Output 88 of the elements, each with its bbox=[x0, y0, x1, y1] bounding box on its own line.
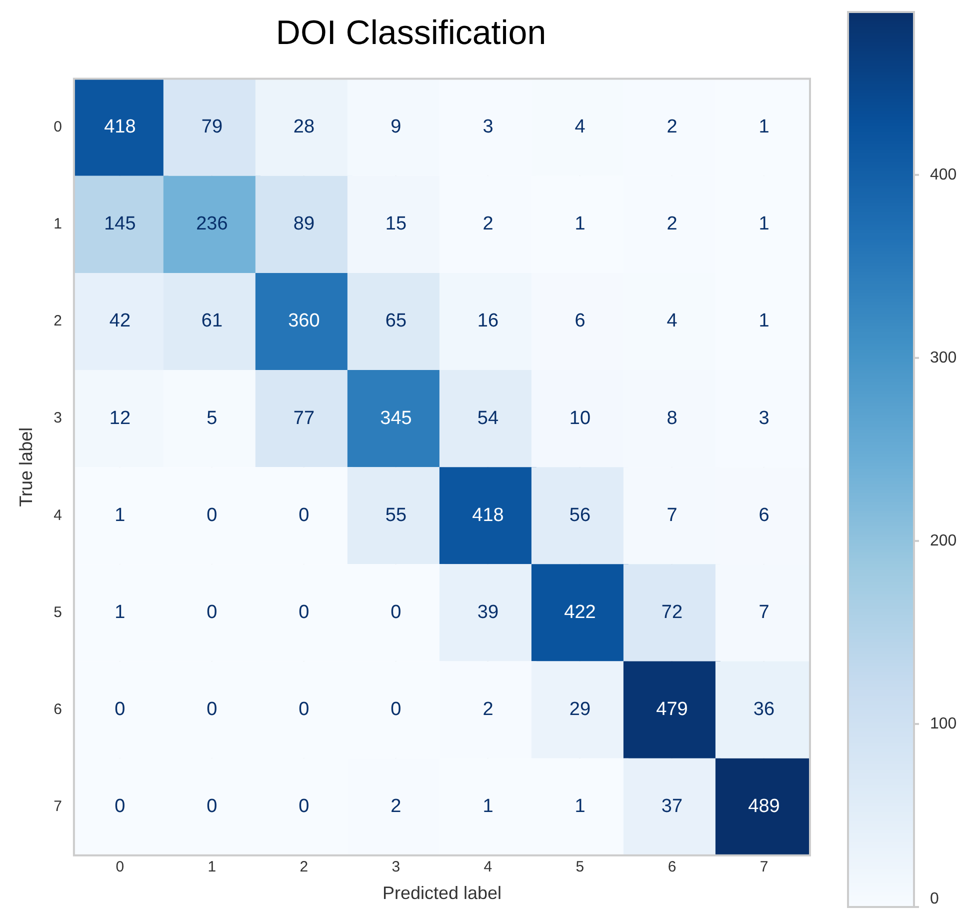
data-label: 2 bbox=[390, 796, 402, 818]
y-tick-label: 0 bbox=[54, 118, 62, 136]
data-label: 54 bbox=[477, 408, 499, 429]
data-label: 0 bbox=[298, 504, 310, 526]
data-label: 236 bbox=[196, 214, 228, 235]
data-label: 0 bbox=[206, 602, 218, 623]
data-label: 28 bbox=[293, 116, 315, 138]
data-label: 345 bbox=[380, 408, 412, 429]
data-label: 1 bbox=[758, 116, 770, 138]
data-label: 77 bbox=[293, 408, 315, 429]
data-label: 1 bbox=[482, 796, 494, 818]
data-label: 1 bbox=[574, 214, 586, 235]
color-bar-label: 0 bbox=[930, 890, 939, 908]
data-label: 5 bbox=[206, 408, 218, 429]
y-axis-title: True label bbox=[16, 427, 36, 507]
data-label: 39 bbox=[477, 602, 499, 623]
data-label: 2 bbox=[666, 116, 678, 138]
color-bar-label: 200 bbox=[930, 532, 957, 550]
y-tick-label: 1 bbox=[54, 216, 62, 233]
data-label: 3 bbox=[482, 116, 494, 138]
data-label: 0 bbox=[114, 796, 126, 818]
x-axis-title: Predicted label bbox=[382, 883, 502, 904]
data-label: 15 bbox=[385, 214, 407, 235]
data-label: 72 bbox=[661, 602, 683, 623]
data-label: 37 bbox=[661, 796, 683, 818]
data-label: 4 bbox=[574, 116, 586, 138]
chart-title: DOI Classification bbox=[276, 14, 546, 52]
data-label: 422 bbox=[564, 602, 596, 623]
data-label: 4 bbox=[666, 310, 678, 332]
data-label: 0 bbox=[298, 602, 310, 623]
data-label: 360 bbox=[288, 310, 320, 332]
color-bar-label: 400 bbox=[930, 166, 957, 184]
data-label: 1 bbox=[758, 214, 770, 235]
data-label: 7 bbox=[758, 602, 770, 623]
x-tick-label: 0 bbox=[116, 858, 124, 876]
data-label: 55 bbox=[385, 504, 407, 526]
y-tick-label: 3 bbox=[54, 410, 62, 427]
data-label: 7 bbox=[666, 504, 678, 526]
x-tick-label: 7 bbox=[760, 858, 768, 876]
data-label: 3 bbox=[758, 408, 770, 429]
data-label: 56 bbox=[569, 504, 591, 526]
data-label: 479 bbox=[656, 699, 688, 720]
y-tick-label: 7 bbox=[54, 798, 62, 816]
y-tick-label: 6 bbox=[54, 700, 62, 718]
data-label: 1 bbox=[758, 310, 770, 332]
x-tick-label: 6 bbox=[668, 858, 676, 876]
x-tick-label: 2 bbox=[300, 858, 308, 876]
data-label: 89 bbox=[293, 214, 315, 235]
x-tick-label: 4 bbox=[484, 858, 492, 876]
y-tick-label: 4 bbox=[54, 506, 62, 524]
data-label: 1 bbox=[114, 602, 126, 623]
data-label: 0 bbox=[206, 699, 218, 720]
data-label: 2 bbox=[666, 214, 678, 235]
data-label: 79 bbox=[201, 116, 223, 138]
data-label: 0 bbox=[390, 699, 402, 720]
data-label: 6 bbox=[574, 310, 586, 332]
data-label: 418 bbox=[472, 504, 504, 526]
data-label: 2 bbox=[482, 214, 494, 235]
data-label: 0 bbox=[206, 504, 218, 526]
data-label: 0 bbox=[298, 796, 310, 818]
x-tick-label: 5 bbox=[576, 858, 584, 876]
data-label: 8 bbox=[666, 408, 678, 429]
data-label: 65 bbox=[385, 310, 407, 332]
data-label: 489 bbox=[748, 796, 780, 818]
data-label: 61 bbox=[201, 310, 223, 332]
data-label: 36 bbox=[753, 699, 775, 720]
data-label: 12 bbox=[109, 408, 131, 429]
data-label: 0 bbox=[206, 796, 218, 818]
data-label: 10 bbox=[569, 408, 591, 429]
data-label: 0 bbox=[298, 699, 310, 720]
data-label: 0 bbox=[114, 699, 126, 720]
data-label: 29 bbox=[569, 699, 591, 720]
x-tick-label: 1 bbox=[208, 858, 216, 876]
data-label: 6 bbox=[758, 504, 770, 526]
color-bar-label: 100 bbox=[930, 715, 957, 732]
y-tick-label: 5 bbox=[54, 604, 62, 621]
data-label: 418 bbox=[104, 116, 136, 138]
data-label: 1 bbox=[114, 504, 126, 526]
data-label: 42 bbox=[109, 310, 131, 332]
color-bar-label: 300 bbox=[930, 349, 957, 366]
data-label: 0 bbox=[390, 602, 402, 623]
data-label: 145 bbox=[104, 214, 136, 235]
data-label: 2 bbox=[482, 699, 494, 720]
data-label: 16 bbox=[477, 310, 499, 332]
y-tick-label: 2 bbox=[54, 312, 62, 330]
x-tick-label: 3 bbox=[392, 858, 400, 876]
data-label: 9 bbox=[390, 116, 402, 138]
data-label: 1 bbox=[574, 796, 586, 818]
